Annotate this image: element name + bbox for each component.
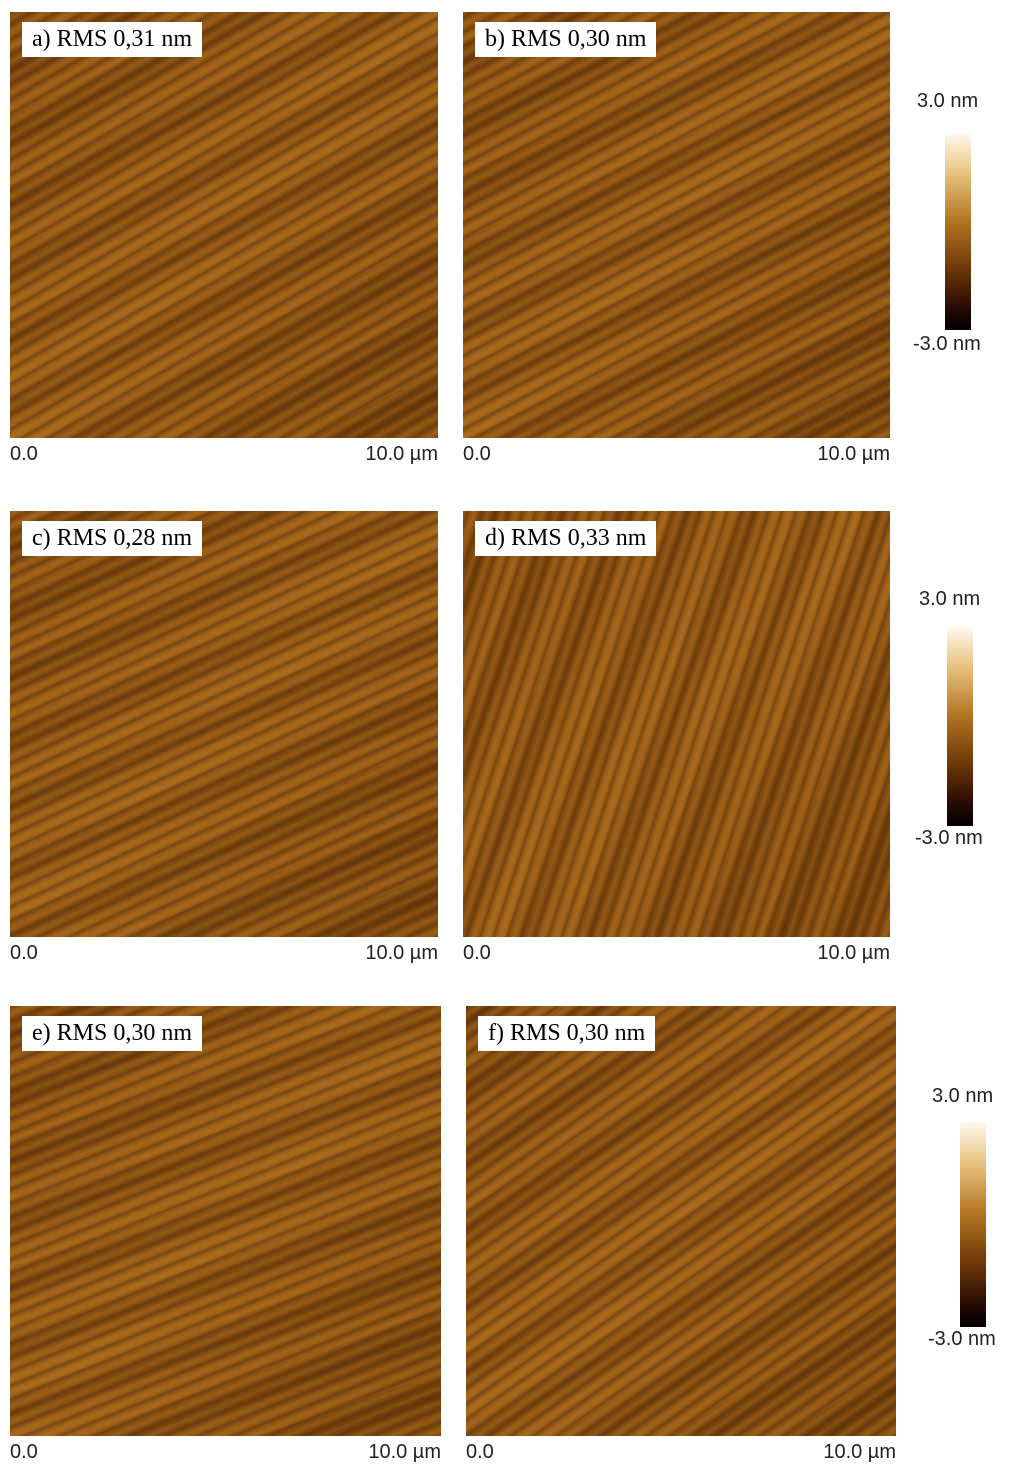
figure: a) RMS 0,31 nm 0.0 10.0 µm b) RMS 0,30 nm 0.… [0,0,1014,1471]
afm-image: f) RMS 0,30 nm [466,1006,896,1436]
afm-image: e) RMS 0,30 nm [10,1006,441,1436]
x-start-label: 0.0 [10,443,38,466]
colorbar-max-label: 3.0 nm [917,90,978,113]
colorbar-min-label: -3.0 nm [913,333,981,356]
panel-label: e) RMS 0,30 nm [22,1016,202,1051]
afm-image: b) RMS 0,30 nm [463,12,890,438]
x-end-label: 10.0 µm [800,443,890,466]
colorbar-min-label: -3.0 nm [928,1328,996,1351]
colorbar-min-label: -3.0 nm [915,827,983,850]
x-start-label: 0.0 [463,443,491,466]
afm-image: c) RMS 0,28 nm [10,511,438,937]
colorbar-max-label: 3.0 nm [932,1085,993,1108]
panel-label: c) RMS 0,28 nm [22,521,202,556]
colorbar [960,1122,986,1327]
panel-label: a) RMS 0,31 nm [22,22,202,57]
afm-image: a) RMS 0,31 nm [10,12,438,438]
colorbar-max-label: 3.0 nm [919,588,980,611]
x-start-label: 0.0 [10,1441,38,1464]
panel-label: f) RMS 0,30 nm [478,1016,655,1051]
x-start-label: 0.0 [10,942,38,965]
x-start-label: 0.0 [463,942,491,965]
x-end-label: 10.0 µm [351,1441,441,1464]
panel-label: d) RMS 0,33 nm [475,521,656,556]
x-end-label: 10.0 µm [800,942,890,965]
afm-image: d) RMS 0,33 nm [463,511,890,937]
x-end-label: 10.0 µm [806,1441,896,1464]
x-end-label: 10.0 µm [348,443,438,466]
panel-label: b) RMS 0,30 nm [475,22,656,57]
colorbar [947,626,973,826]
x-end-label: 10.0 µm [348,942,438,965]
x-start-label: 0.0 [466,1441,494,1464]
colorbar [945,133,971,330]
